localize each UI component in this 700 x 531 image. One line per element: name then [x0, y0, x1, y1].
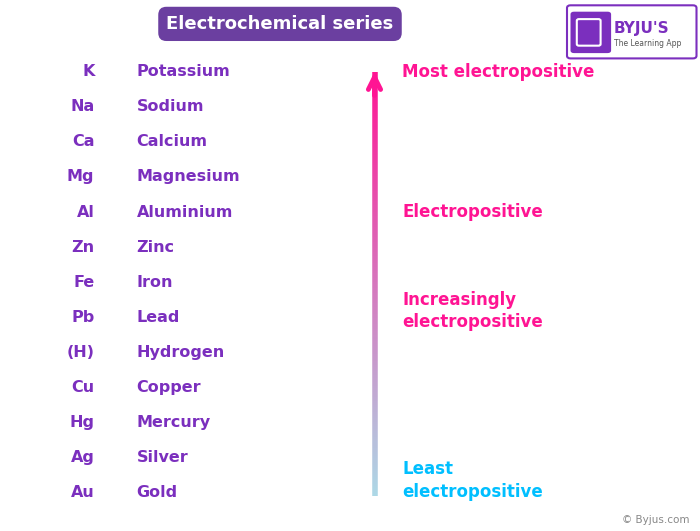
Text: Al: Al — [76, 204, 94, 219]
Text: Hg: Hg — [69, 415, 94, 430]
Text: Cu: Cu — [71, 380, 94, 395]
Text: Sodium: Sodium — [136, 99, 204, 114]
Text: Increasingly
electropositive: Increasingly electropositive — [402, 290, 543, 331]
Text: Gold: Gold — [136, 485, 178, 500]
Text: Zn: Zn — [71, 239, 94, 255]
Text: Magnesium: Magnesium — [136, 169, 240, 184]
Text: Aluminium: Aluminium — [136, 204, 233, 219]
Text: © Byjus.com: © Byjus.com — [622, 515, 690, 525]
Text: Hydrogen: Hydrogen — [136, 345, 225, 360]
Text: Fe: Fe — [74, 275, 95, 290]
Text: BYJU'S: BYJU'S — [614, 21, 669, 36]
Text: K: K — [82, 64, 94, 79]
FancyBboxPatch shape — [570, 12, 611, 53]
Text: Silver: Silver — [136, 450, 188, 465]
Text: Na: Na — [70, 99, 94, 114]
FancyBboxPatch shape — [577, 19, 601, 46]
Text: Iron: Iron — [136, 275, 173, 290]
Text: Copper: Copper — [136, 380, 201, 395]
Text: Mercury: Mercury — [136, 415, 211, 430]
Text: Au: Au — [71, 485, 94, 500]
Text: (H): (H) — [66, 345, 94, 360]
Text: Most electropositive: Most electropositive — [402, 63, 595, 81]
Text: Calcium: Calcium — [136, 134, 207, 149]
Text: Least
electropositive: Least electropositive — [402, 460, 543, 501]
Text: Electropositive: Electropositive — [402, 203, 543, 221]
Text: The Learning App: The Learning App — [614, 39, 681, 48]
FancyBboxPatch shape — [567, 5, 696, 58]
Text: Mg: Mg — [67, 169, 94, 184]
Text: Ca: Ca — [72, 134, 94, 149]
Text: Pb: Pb — [71, 310, 94, 325]
Text: Lead: Lead — [136, 310, 180, 325]
Text: Zinc: Zinc — [136, 239, 174, 255]
Text: Potassium: Potassium — [136, 64, 230, 79]
Text: Ag: Ag — [71, 450, 94, 465]
Text: Electrochemical series: Electrochemical series — [167, 15, 393, 33]
